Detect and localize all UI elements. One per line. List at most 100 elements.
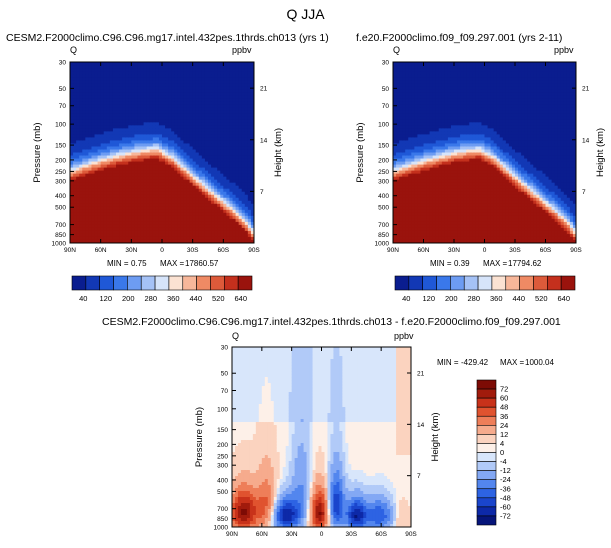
panel2-cell — [450, 227, 455, 232]
panel1-cell — [149, 89, 154, 93]
panel2-cell — [450, 122, 455, 126]
panel2-cell — [450, 89, 455, 93]
panel2-cell — [396, 74, 400, 78]
panel1-cell — [211, 197, 215, 202]
panel1-cell — [97, 209, 102, 214]
panel2-cell — [411, 164, 415, 169]
panel1-cell — [128, 155, 132, 160]
panel2-cell — [402, 194, 406, 199]
panel1-cell — [140, 110, 145, 114]
panel1-cell — [149, 152, 154, 157]
panel1-cell — [100, 149, 105, 153]
panel1-cell — [76, 182, 80, 187]
panel2-cell — [429, 110, 434, 114]
panel1-cell — [177, 137, 181, 141]
panel1-cell — [195, 68, 200, 72]
panel1-cell — [134, 101, 138, 105]
panel2-cell — [450, 92, 455, 96]
panel1-cell — [174, 203, 178, 208]
panel2-cell — [435, 74, 440, 78]
panel1-cell — [85, 182, 89, 187]
panel1-cell — [177, 83, 181, 87]
panel2-cell — [438, 224, 443, 229]
panel2-cell — [450, 176, 455, 181]
panel1-max-value: 17860.57 — [185, 259, 219, 268]
panel1-cell — [70, 227, 74, 232]
panel1-cell — [116, 116, 120, 120]
panel1-cell — [158, 161, 163, 166]
panel1-cell — [131, 227, 135, 232]
panel2-cell — [454, 239, 458, 244]
panel2-cell — [402, 131, 406, 135]
panel2-cell — [393, 74, 397, 78]
panel1-cell — [76, 71, 80, 75]
panel1-cell — [119, 230, 123, 235]
panel1-cell — [198, 110, 203, 114]
panel2-cell — [396, 86, 400, 90]
panel1-cell — [174, 233, 178, 238]
panel2-cell — [399, 209, 403, 214]
panel2-cell — [420, 194, 424, 199]
panel1-cell — [192, 92, 197, 96]
panel1-cell — [128, 74, 132, 78]
panel1-cell — [155, 68, 160, 72]
panel1-cell — [152, 119, 157, 123]
panel2-cell — [447, 179, 452, 184]
panel1-cell — [106, 230, 111, 235]
panel1-cell — [137, 218, 142, 223]
panel1-cell — [100, 122, 105, 126]
panel1-cell — [198, 185, 203, 190]
panel1-cell — [235, 74, 240, 78]
panel1-cell — [137, 164, 142, 169]
panel1-cell — [226, 161, 230, 166]
panel1-cell — [152, 218, 157, 223]
panel1-cell — [247, 122, 252, 126]
panel1-cell — [79, 194, 83, 199]
panel1-cell — [220, 212, 224, 217]
panel2-cell — [396, 143, 400, 147]
panel1-cell — [73, 224, 77, 229]
panel1-cell — [195, 71, 200, 75]
panel1-cell — [183, 83, 188, 87]
panel1-cell — [232, 89, 237, 93]
panel1-cell — [192, 236, 197, 241]
panel1-cell — [180, 197, 184, 202]
panel2-cell — [438, 134, 443, 138]
panel1-cell — [119, 83, 123, 87]
panel1-cell — [195, 212, 200, 217]
panel2-cell — [393, 230, 397, 235]
panel1-cell — [235, 236, 240, 241]
panel1-cell — [244, 233, 249, 238]
panel2-cell — [447, 86, 452, 90]
panel1-cell — [79, 68, 83, 72]
panel1-cell — [226, 122, 230, 126]
panel1-cell — [250, 83, 255, 87]
panel1-cell — [140, 71, 145, 75]
panel1-cell — [244, 179, 249, 184]
panel1-cell — [88, 158, 92, 163]
panel2-min-value: 0.39 — [454, 259, 470, 268]
panel1-cell — [149, 122, 154, 126]
panel2-cell — [441, 170, 446, 175]
panel1-cell — [165, 161, 169, 166]
panel2-cell — [426, 236, 431, 241]
panel1-cell — [223, 146, 227, 150]
panel1-cell — [171, 134, 175, 138]
panel1-cell — [146, 227, 151, 232]
panel1-cell — [177, 107, 181, 111]
panel1-cell — [183, 89, 188, 93]
panel1-cell — [204, 233, 209, 238]
panel1-cell — [140, 134, 145, 138]
panel2-cell — [429, 65, 434, 69]
panel1-cell — [155, 212, 160, 217]
panel2-cell — [441, 134, 446, 138]
panel2-cell — [438, 155, 443, 160]
panel1-cell — [238, 164, 243, 169]
panel1-cell — [168, 140, 172, 144]
panel1-cell — [76, 104, 80, 108]
panel1-cell — [91, 98, 96, 102]
panel1-cell — [244, 83, 249, 87]
panel2-cell — [426, 131, 431, 135]
panel1-cell — [82, 95, 86, 99]
panel1-cell — [97, 179, 102, 184]
